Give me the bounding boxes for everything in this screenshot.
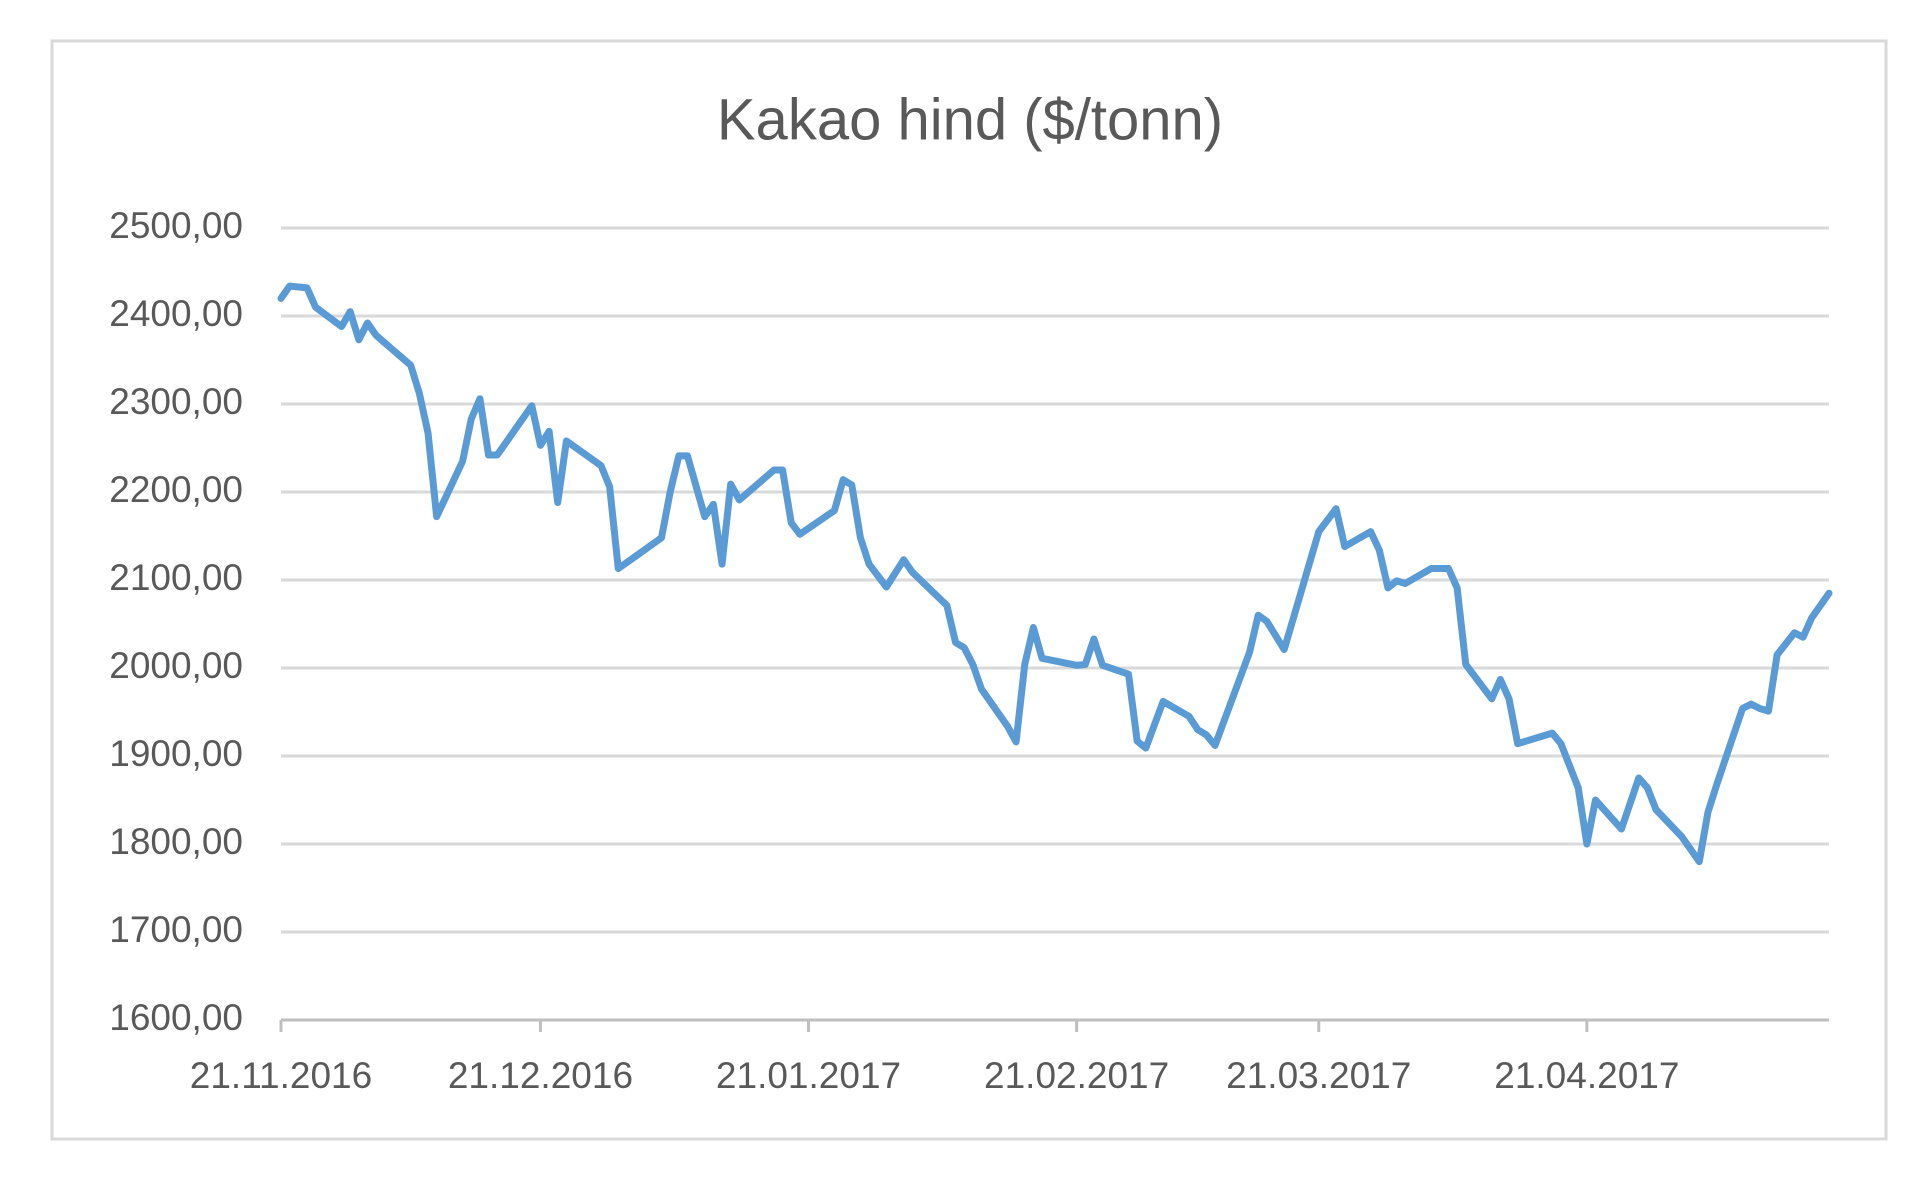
y-tick-label: 2000,00 [109,645,243,686]
y-tick-label: 1600,00 [109,997,243,1038]
x-tick-label: 21.03.2017 [1226,1055,1411,1096]
x-tick-label: 21.11.2016 [190,1055,372,1096]
y-tick-label: 2300,00 [109,381,243,422]
x-tick-label: 21.12.2016 [448,1055,633,1096]
y-tick-label: 1900,00 [109,733,243,774]
y-tick-label: 2500,00 [109,205,243,246]
y-tick-label: 2400,00 [109,293,243,334]
x-tick-label: 21.01.2017 [716,1055,901,1096]
y-tick-label: 1700,00 [109,909,243,950]
y-tick-label: 1800,00 [109,821,243,862]
y-tick-label: 2200,00 [109,469,243,510]
series-line [277,282,1833,866]
x-tick-label: 21.04.2017 [1494,1055,1679,1096]
y-tick-label: 2100,00 [109,557,243,598]
chart-title: Kakao hind ($/tonn) [717,87,1223,152]
x-tick-label: 21.02.2017 [984,1055,1169,1096]
chart-frame [50,39,1888,1141]
